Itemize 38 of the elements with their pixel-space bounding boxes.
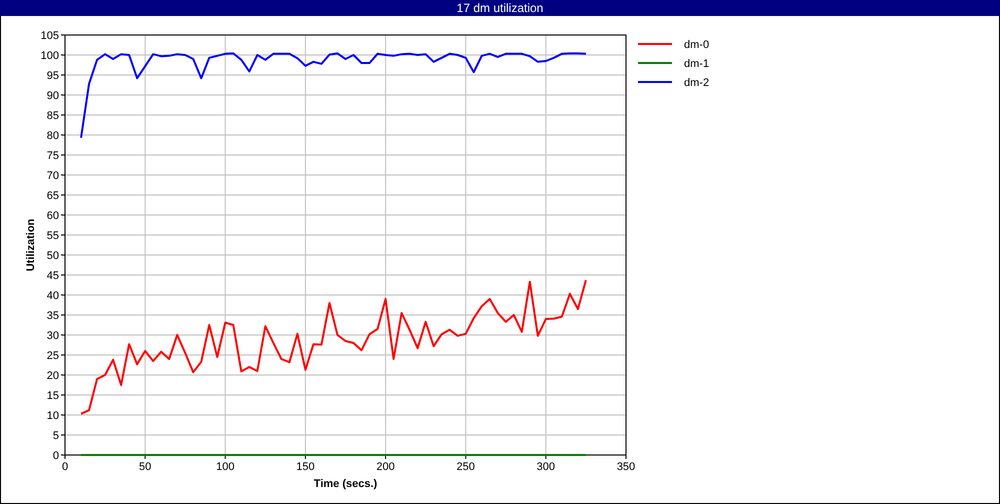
- y-tick-label: 5: [52, 430, 59, 442]
- y-tick-label: 60: [46, 210, 59, 222]
- y-tick-label: 40: [46, 290, 59, 302]
- legend-label: dm-1: [684, 58, 710, 70]
- y-tick-label: 85: [46, 110, 59, 122]
- y-tick-label: 65: [46, 190, 59, 202]
- x-tick-label: 150: [296, 461, 315, 473]
- x-tick-label: 0: [62, 461, 68, 473]
- chart-title: 17 dm utilization: [456, 1, 544, 15]
- y-tick-label: 25: [46, 350, 59, 362]
- line-series: [80, 279, 587, 415]
- y-tick-label: 70: [46, 170, 59, 182]
- line-series: [80, 52, 587, 139]
- legend-label: dm-0: [684, 39, 710, 51]
- y-tick-label: 0: [52, 450, 59, 462]
- x-tick-label: 350: [616, 461, 636, 473]
- x-tick-label: 250: [456, 461, 475, 473]
- y-tick-label: 100: [40, 50, 59, 62]
- y-tick-label: 75: [46, 150, 59, 162]
- x-tick-label: 300: [536, 461, 556, 473]
- x-tick-label: 200: [376, 461, 395, 473]
- y-axis-title: Utilization: [25, 218, 37, 272]
- y-tick-label: 95: [46, 70, 59, 82]
- y-tick-label: 105: [40, 30, 59, 42]
- y-tick-label: 80: [46, 130, 59, 142]
- y-tick-label: 35: [46, 310, 59, 322]
- y-tick-label: 30: [46, 330, 59, 342]
- y-tick-label: 50: [46, 250, 59, 262]
- y-tick-label: 10: [46, 410, 59, 422]
- x-axis-title: Time (secs.): [314, 478, 378, 490]
- x-tick-label: 50: [139, 461, 152, 473]
- x-tick-label: 100: [216, 461, 234, 473]
- y-tick-label: 20: [46, 370, 59, 382]
- y-tick-label: 15: [46, 390, 59, 402]
- y-tick-label: 55: [46, 230, 59, 242]
- legend-label: dm-2: [684, 77, 710, 89]
- y-tick-label: 45: [46, 270, 59, 282]
- y-tick-label: 90: [46, 90, 59, 102]
